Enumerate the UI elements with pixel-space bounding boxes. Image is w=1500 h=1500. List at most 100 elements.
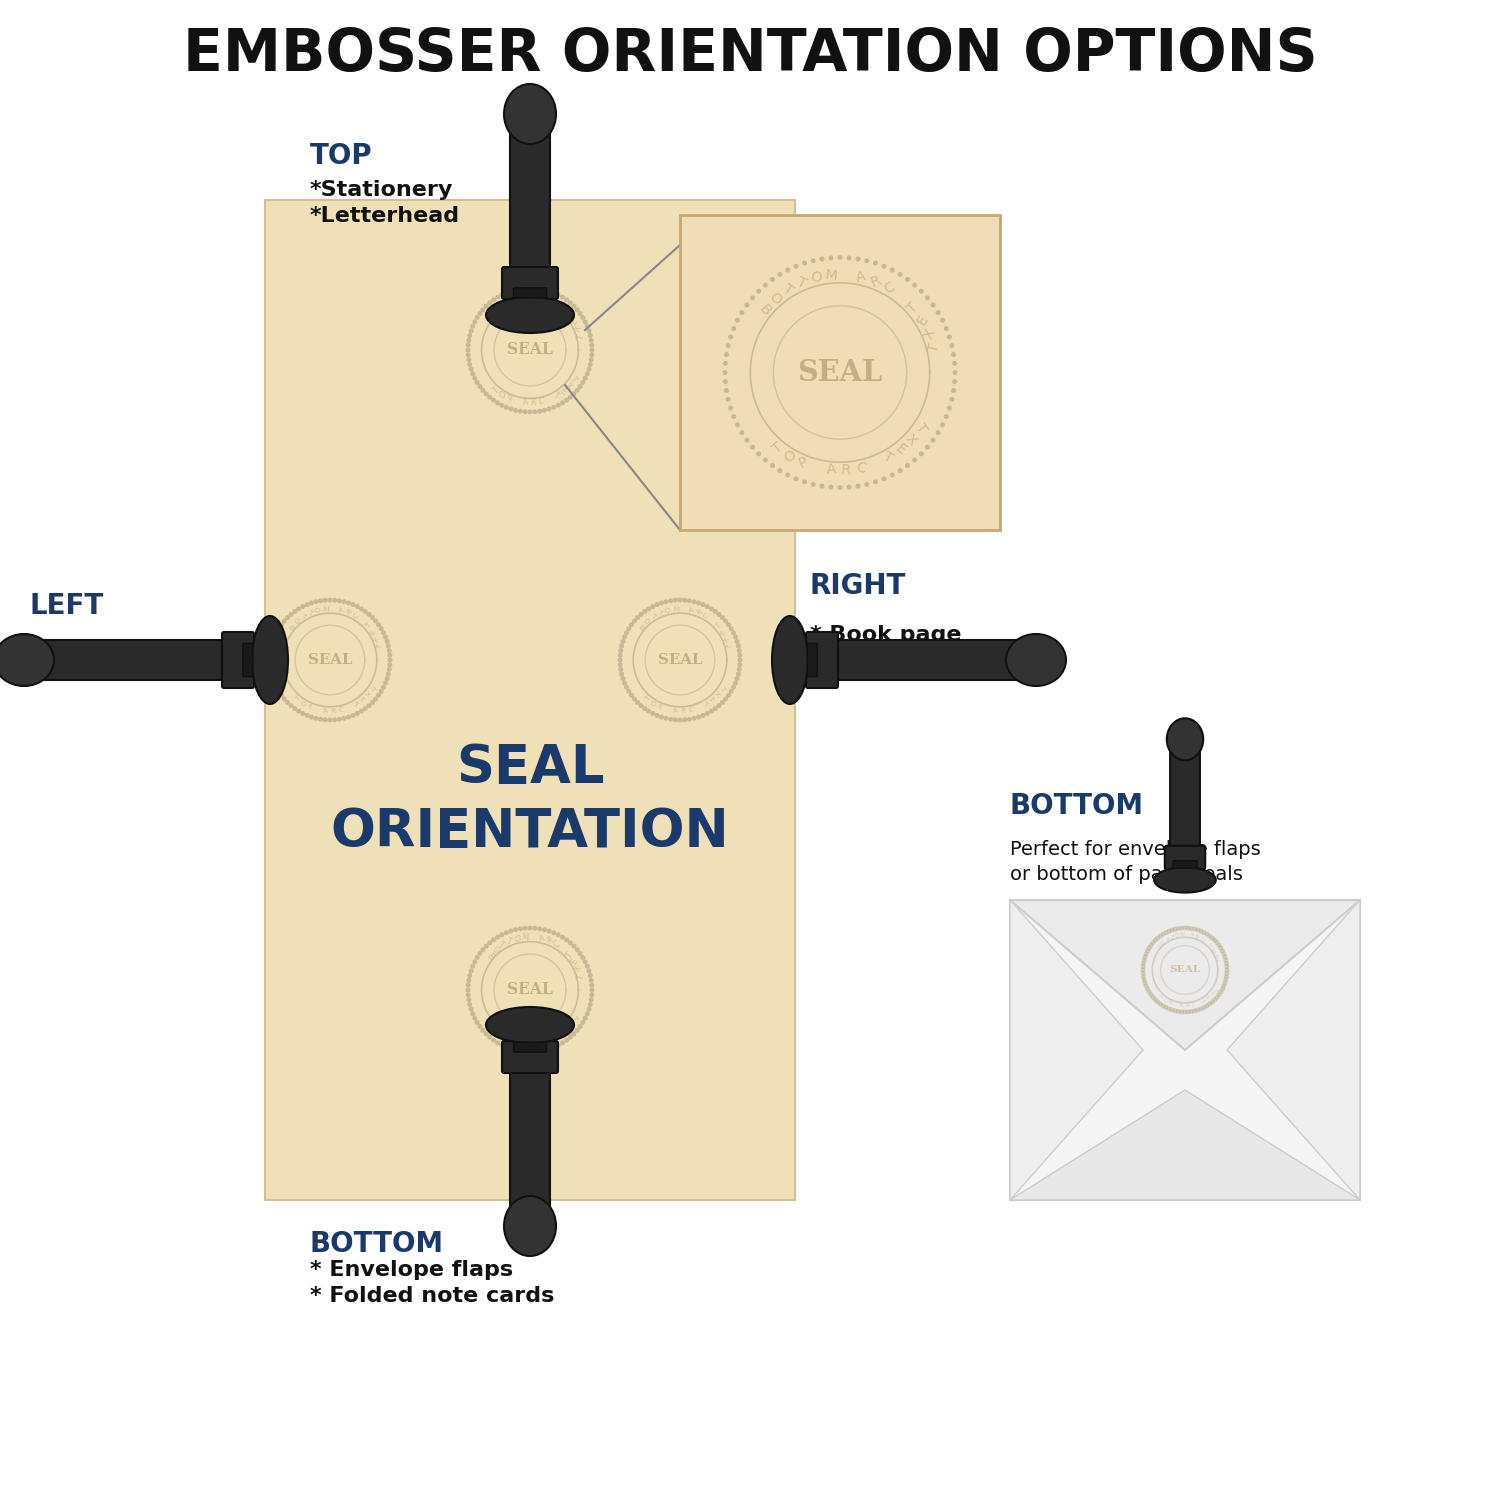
Circle shape	[897, 272, 903, 278]
Circle shape	[1220, 987, 1226, 992]
Text: *Stationery
*Letterhead: *Stationery *Letterhead	[310, 180, 460, 226]
Text: B: B	[638, 624, 645, 632]
Text: R: R	[868, 273, 883, 290]
Circle shape	[734, 681, 738, 686]
Circle shape	[912, 458, 916, 462]
Circle shape	[1164, 930, 1168, 934]
Circle shape	[500, 402, 504, 408]
Ellipse shape	[486, 1007, 574, 1042]
Circle shape	[276, 688, 282, 694]
Circle shape	[588, 974, 592, 978]
Text: O: O	[314, 608, 321, 613]
Circle shape	[717, 612, 722, 616]
Text: P: P	[657, 704, 664, 711]
Text: T: T	[498, 300, 506, 310]
Circle shape	[890, 267, 894, 273]
Circle shape	[342, 598, 346, 604]
Circle shape	[904, 464, 910, 468]
Circle shape	[1196, 1008, 1200, 1013]
Circle shape	[477, 384, 483, 388]
Circle shape	[528, 926, 532, 930]
Circle shape	[490, 938, 496, 942]
Circle shape	[634, 615, 640, 620]
Circle shape	[618, 668, 622, 672]
Circle shape	[770, 464, 776, 468]
FancyBboxPatch shape	[222, 632, 254, 688]
Circle shape	[465, 982, 471, 987]
Circle shape	[304, 712, 309, 718]
Text: E: E	[570, 318, 579, 326]
Circle shape	[382, 634, 388, 639]
Circle shape	[620, 672, 624, 676]
Circle shape	[586, 328, 591, 333]
Text: X: X	[564, 381, 573, 392]
Text: P: P	[1168, 1000, 1174, 1006]
Text: R: R	[842, 464, 852, 477]
Circle shape	[363, 706, 368, 711]
Circle shape	[560, 400, 566, 405]
Circle shape	[1176, 926, 1180, 932]
FancyBboxPatch shape	[510, 111, 550, 272]
Circle shape	[304, 602, 309, 608]
Circle shape	[550, 1046, 556, 1050]
Circle shape	[574, 946, 579, 952]
Circle shape	[468, 366, 474, 372]
Text: T: T	[880, 450, 896, 466]
Circle shape	[696, 600, 700, 606]
Text: C: C	[882, 280, 897, 297]
Text: T: T	[364, 622, 372, 630]
Circle shape	[1198, 928, 1203, 933]
Text: B: B	[1155, 945, 1161, 950]
Circle shape	[574, 308, 579, 312]
Circle shape	[470, 964, 476, 969]
Circle shape	[537, 1048, 542, 1053]
Circle shape	[1224, 964, 1230, 969]
Circle shape	[560, 934, 566, 939]
Circle shape	[764, 282, 768, 288]
Circle shape	[828, 484, 834, 489]
Text: E: E	[358, 696, 364, 703]
Circle shape	[930, 303, 936, 307]
Circle shape	[952, 380, 957, 384]
Circle shape	[621, 639, 626, 644]
Circle shape	[292, 609, 297, 613]
Circle shape	[663, 598, 669, 604]
Circle shape	[378, 688, 384, 694]
Text: O: O	[650, 699, 658, 708]
FancyBboxPatch shape	[503, 1041, 558, 1072]
Circle shape	[483, 392, 489, 396]
Circle shape	[1221, 984, 1227, 988]
Circle shape	[285, 615, 290, 620]
Circle shape	[705, 604, 710, 609]
Circle shape	[509, 928, 513, 933]
Circle shape	[1204, 1004, 1209, 1008]
Circle shape	[651, 711, 656, 716]
Circle shape	[658, 600, 664, 606]
Circle shape	[578, 1024, 582, 1029]
Circle shape	[628, 693, 634, 698]
Circle shape	[802, 480, 807, 484]
Circle shape	[1140, 964, 1146, 969]
Circle shape	[513, 408, 517, 413]
Circle shape	[674, 717, 678, 723]
Text: O: O	[490, 945, 501, 956]
Text: C: C	[352, 612, 360, 620]
Circle shape	[740, 430, 744, 435]
Text: T: T	[1212, 987, 1218, 993]
Circle shape	[654, 602, 660, 608]
Circle shape	[639, 612, 644, 616]
Circle shape	[1224, 978, 1228, 982]
Circle shape	[346, 714, 351, 720]
Circle shape	[480, 946, 486, 952]
Text: T: T	[1200, 998, 1204, 1004]
Circle shape	[580, 956, 585, 960]
Text: X: X	[921, 327, 938, 340]
Circle shape	[470, 324, 476, 328]
Ellipse shape	[0, 634, 54, 686]
Circle shape	[726, 398, 730, 402]
Circle shape	[466, 974, 472, 978]
Text: A: A	[538, 933, 544, 944]
Circle shape	[568, 1035, 573, 1040]
Circle shape	[322, 717, 328, 723]
Circle shape	[588, 998, 594, 1002]
